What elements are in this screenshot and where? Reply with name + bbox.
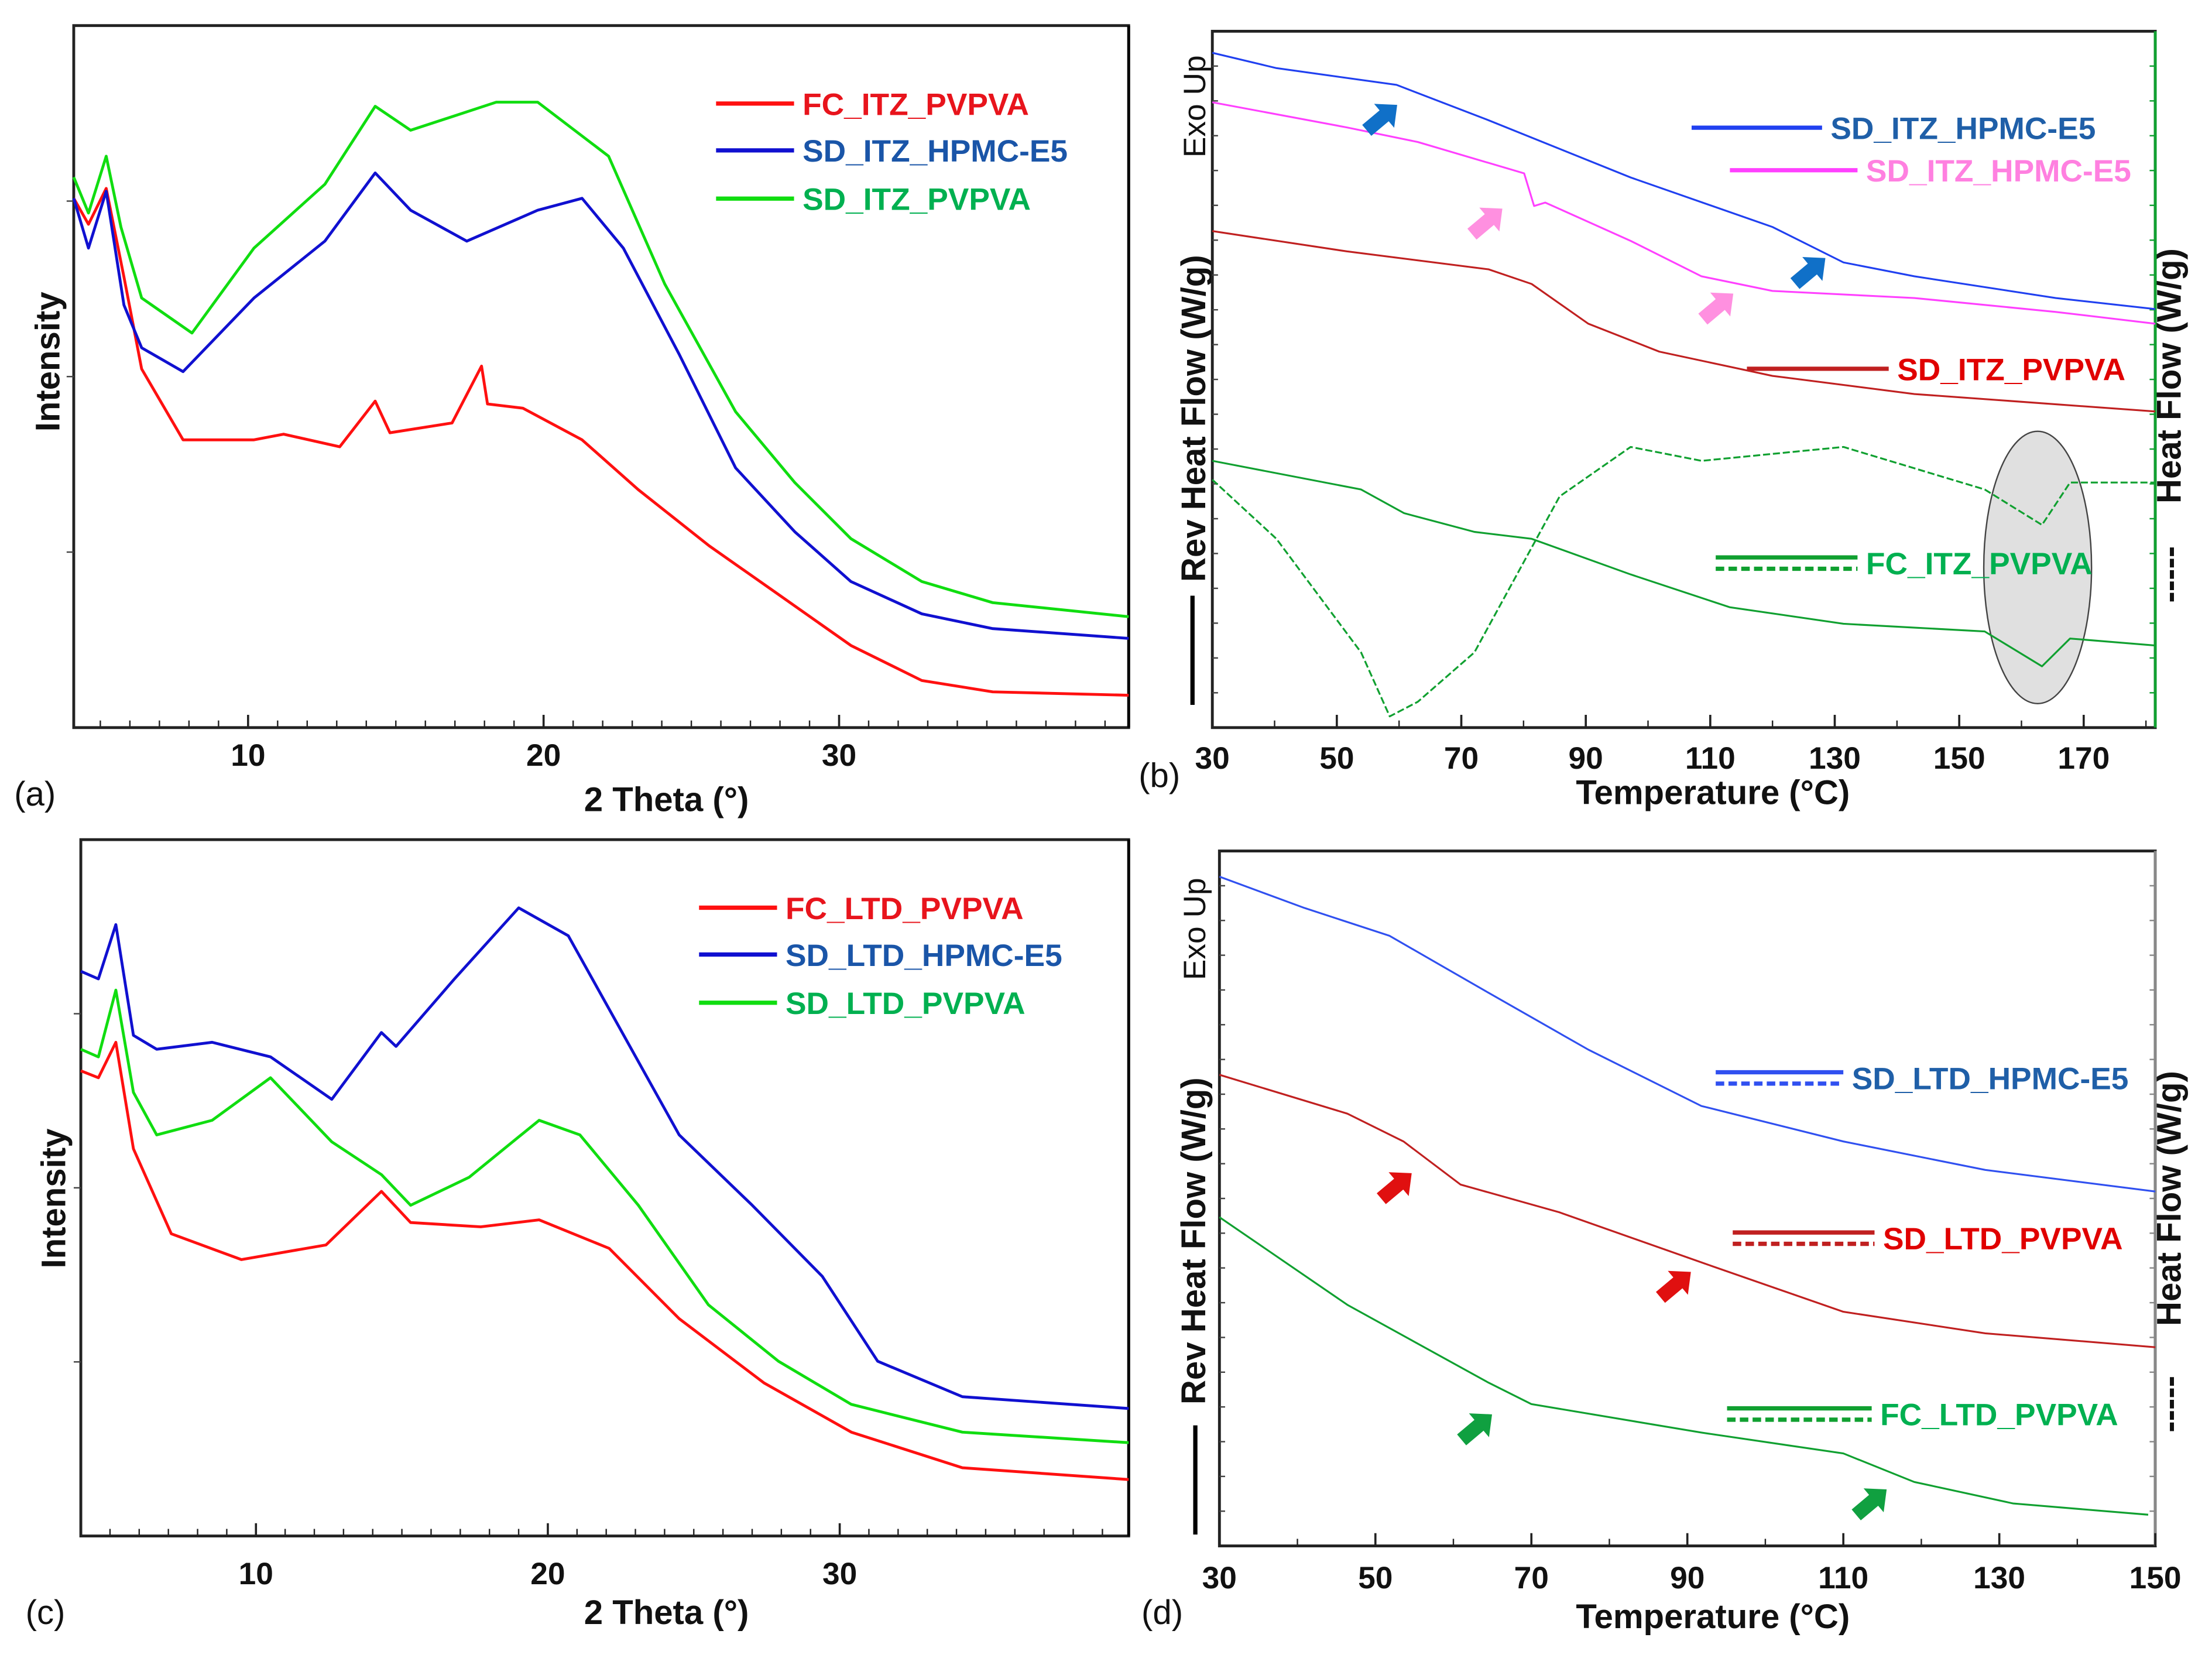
x-tick-label: 130 [1973,1561,2025,1595]
plot-frame [1218,849,2157,1547]
legend-label: SD_ITZ_HPMC-E5 [803,134,1068,169]
x-tick-label: 50 [1358,1561,1393,1595]
y-axis-label-b: Rev Heat Flow (W/g) [1175,255,1213,582]
x-tick-label: 70 [1444,741,1479,776]
legend-item: SD_ITZ_HPMC-E5 [1730,154,2131,189]
series-line-sd-itz-hpmc-e5 [1212,101,2156,325]
legend-item: FC_LTD_PVPVA [699,892,1024,926]
x-tick-label: 70 [1514,1561,1549,1595]
x-tick-label: 110 [1685,741,1736,776]
x-axis-label-c: 2 Theta (°) [584,1594,749,1632]
x-tick-label: 30 [822,1557,857,1591]
y-axis-label-d: Rev Heat Flow (W/g) [1175,1077,1213,1404]
legend-item: FC_ITZ_PVPVA [1716,547,2093,581]
x-tick-label: 170 [2057,741,2110,776]
legend-label: SD_ITZ_PVPVA [803,183,1031,217]
x-tick-label: 50 [1319,741,1354,776]
legend-item: SD_LTD_HPMC-E5 [699,938,1062,973]
series-line-fc-ltd-pvpva [1219,1216,2149,1516]
legend-item: SD_ITZ_HPMC-E5 [716,134,1068,169]
x-axis-label-d: Temperature (°C) [1576,1598,1850,1636]
x-tick-label: 110 [1818,1561,1868,1595]
legend-label: SD_LTD_HPMC-E5 [786,938,1062,973]
x-tick-label: 20 [530,1557,565,1591]
legend-label: FC_ITZ_PVPVA [1866,547,2093,581]
arrow-icon [1698,292,1734,325]
legend-label: SD_ITZ_PVPVA [1897,352,2125,387]
x-axis-label-a: 2 Theta (°) [584,781,749,819]
chart-panel-c: 10 20 30 FC_LTD_PVPVA SD_LTD_HPMC-E5 SD_LTD_P… [73,838,1130,1591]
legend-label: SD_LTD_PVPVA [1883,1222,2123,1256]
series-line-fc-itz-pvpva [72,187,1129,697]
arrow-icon [1457,1413,1493,1445]
legend-label: SD_LTD_HPMC-E5 [1852,1062,2129,1097]
legend-label: FC_LTD_PVPVA [1880,1398,2118,1433]
x-tick-label: 20 [526,738,561,773]
arrow-icon [1362,104,1397,136]
legend-item: SD_LTD_PVPVA [1733,1222,2123,1256]
legend-label: FC_ITZ_PVPVA [803,87,1029,122]
legend-item: SD_ITZ_PVPVA [1747,352,2125,387]
legend-label: SD_LTD_PVPVA [786,986,1026,1021]
x-tick-label: 30 [822,738,856,773]
chart-panel-a: 10 20 30 FC_ITZ_PVPVA SD_ITZ_HPMC-E5 SD_ITZ_P… [66,24,1130,773]
arrow-icon [1790,257,1826,289]
exo-up-label-d: Exo Up [1178,878,1212,980]
series-line-sd-itz-pvpva [72,101,1129,618]
series-line-fc-itz-pvpva-rev- [1212,446,2156,718]
x-tick-label: 30 [1195,741,1230,776]
series-line-sd-ltd-hpmc-e5 [1219,875,2156,1193]
panel-label-c: (c) [26,1594,66,1632]
y-axis-right-label-d: Heat Flow (W/g) [2151,1071,2189,1326]
legend-item: SD_LTD_HPMC-E5 [1716,1062,2128,1097]
series-line-sd-ltd-pvpva [80,988,1129,1444]
series-line-fc-itz-pvpva [1212,460,2156,667]
arrow-icon [1377,1172,1412,1204]
legend-label: FC_LTD_PVPVA [786,892,1024,926]
y-axis-label-c: Intensity [35,1128,73,1269]
x-tick-label: 130 [1809,741,1861,776]
arrow-icon [1467,207,1503,240]
series-line-sd-itz-hpmc-e5 [1212,52,2156,310]
x-axis-label-b: Temperature (°C) [1576,774,1850,812]
highlight-ellipse [1983,430,2093,704]
panel-label-b: (b) [1138,757,1180,795]
legend-label: SD_ITZ_HPMC-E5 [1866,154,2131,189]
arrow-icon [1851,1488,1887,1520]
panel-label-d: (d) [1141,1594,1183,1632]
y-axis-label-a: Intensity [29,292,67,432]
chart-panel-b: 30 50 70 90 110 130 150 170 SD_ITZ_HPMC-E5 SD_ITZ… [1195,29,2157,776]
plot-frame [72,24,1130,729]
x-tick-label: 10 [231,738,265,773]
series-line-sd-itz-hpmc-e5 [72,171,1129,640]
legend-item: SD_LTD_PVPVA [699,986,1026,1021]
legend-label: SD_ITZ_HPMC-E5 [1830,111,2096,146]
x-tick-label: 90 [1670,1561,1705,1595]
legend-item: SD_ITZ_PVPVA [716,183,1031,217]
series-line-sd-ltd-pvpva [1219,1074,2156,1348]
x-tick-label: 10 [239,1557,273,1591]
x-tick-label: 150 [1933,741,1985,776]
x-tick-label: 30 [1202,1561,1237,1595]
x-tick-label: 150 [2129,1561,2182,1595]
series-line-fc-ltd-pvpva [80,1040,1129,1481]
legend-item: SD_ITZ_HPMC-E5 [1691,111,2096,146]
y-axis-right-marker-b: ----- [2151,546,2189,603]
x-tick-label: 90 [1569,741,1603,776]
series-line-sd-ltd-hpmc-e5 [80,906,1129,1410]
legend-item: FC_ITZ_PVPVA [716,87,1029,122]
arrow-icon [1656,1270,1691,1303]
chart-panel-d: 30 50 70 90 110 130 150 SD_LTD_HPMC-E5 SD_LTD_PV… [1202,849,2182,1595]
y-axis-right-marker-d: ----- [2151,1376,2189,1433]
y-axis-right-label-b: Heat Flow (W/g) [2151,248,2189,503]
panel-label-a: (a) [14,775,56,813]
legend-item: FC_LTD_PVPVA [1727,1398,2118,1433]
exo-up-label-b: Exo Up [1178,55,1212,157]
series-line-sd-itz-pvpva [1212,230,2156,413]
